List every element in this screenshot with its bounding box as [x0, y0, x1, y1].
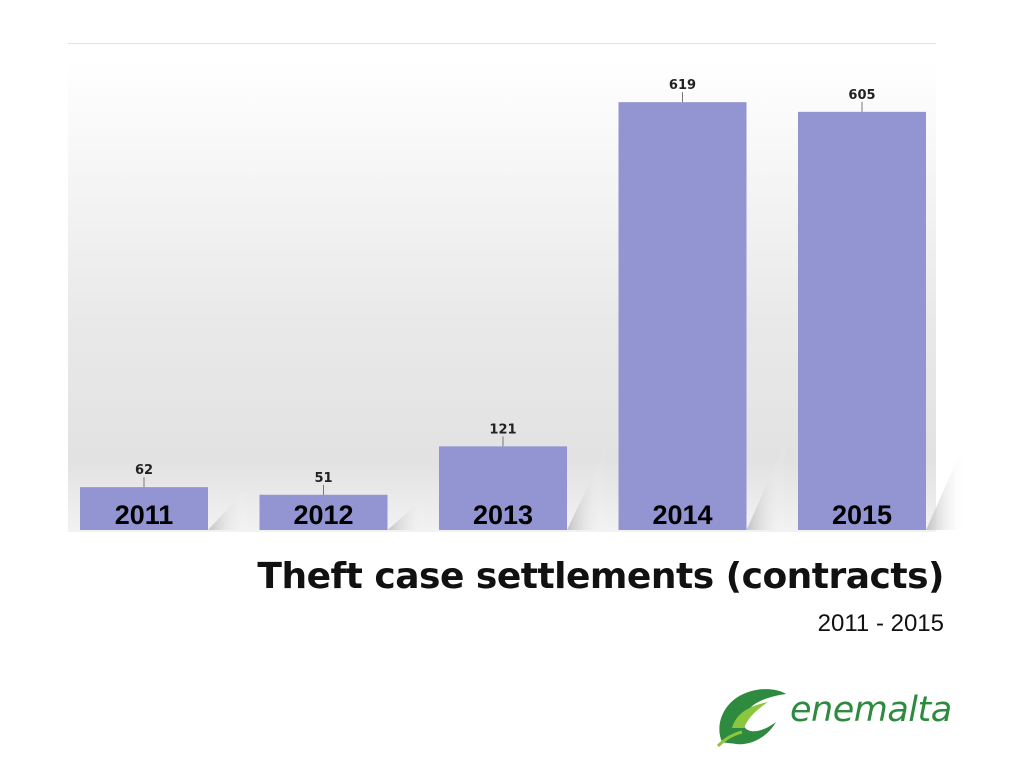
category-label-2013: 2013: [473, 500, 533, 530]
category-label-2015: 2015: [832, 500, 892, 530]
value-label-2012: 51: [314, 471, 332, 486]
chart-title: Theft case settlements (contracts): [257, 556, 944, 597]
value-label-2014: 619: [669, 78, 696, 93]
bar-2015: [798, 111, 926, 531]
chart-subtitle: 2011 - 2015: [817, 610, 944, 637]
logo-wordmark: enemalta: [790, 690, 952, 730]
bar-2013: [439, 446, 567, 530]
category-label-2012: 2012: [293, 500, 353, 530]
value-label-2015: 605: [848, 88, 875, 103]
value-label-2013: 121: [489, 422, 516, 437]
bar-2014: [618, 102, 747, 530]
bar-shadow: [746, 440, 787, 530]
bar-2012: [259, 494, 388, 530]
bar-shadow: [208, 487, 248, 530]
bar-shadow: [926, 440, 966, 530]
top-divider: [68, 43, 936, 44]
leaf-e-icon: [716, 689, 786, 748]
category-label-2011: 2011: [115, 500, 174, 530]
bar-chart: 62 51 121 619 605 2011 2012 2013 2014 2015: [68, 60, 966, 532]
value-label-2011: 62: [135, 463, 153, 478]
bar-shadow: [387, 494, 428, 530]
bar-shadow: [567, 446, 607, 530]
enemalta-logo: enemalta: [712, 684, 962, 750]
category-label-2014: 2014: [652, 500, 712, 530]
bar-2011: [80, 487, 208, 530]
